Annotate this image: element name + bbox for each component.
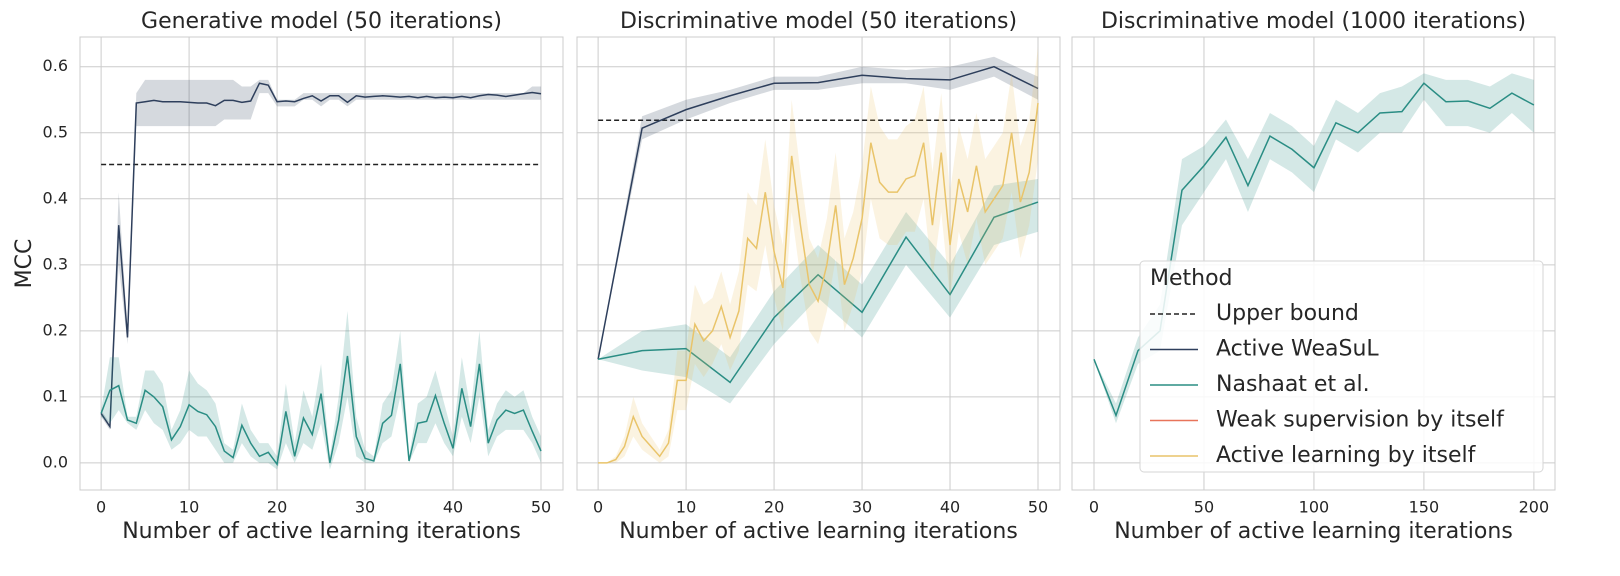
- x-tick-label: 20: [267, 498, 287, 517]
- panel: 0 50 100 150 200 Discriminative model (1000 i…: [1071, 9, 1556, 544]
- x-tick-label: 10: [179, 498, 199, 517]
- y-tick-label: 0.4: [43, 188, 68, 207]
- legend-label: Active learning by itself: [1216, 443, 1477, 468]
- legend-label: Nashaat et al.: [1216, 372, 1370, 397]
- legend-label: Upper bound: [1216, 301, 1359, 326]
- x-tick-label: 30: [852, 498, 872, 517]
- series-line: [597, 201, 1039, 384]
- confidence-band: [598, 178, 1039, 404]
- plot-frame: [1071, 36, 1556, 491]
- x-axis-label: Number of active learning iterations: [122, 519, 521, 544]
- panel: 0.0 0.1 0.2 0.3 0.4 0.5 0.6 0 10 20 30 40 50 Generati…: [12, 9, 564, 544]
- x-tick-label: 50: [1194, 498, 1214, 517]
- x-tick-label: 100: [1299, 498, 1330, 517]
- chart-title: Discriminative model (50 iterations): [620, 9, 1017, 34]
- x-tick-label: 50: [531, 498, 551, 517]
- legend-label: Weak supervision by itself: [1216, 408, 1505, 433]
- series-line: [100, 355, 542, 467]
- confidence-band: [101, 79, 542, 430]
- x-tick-label: 0: [593, 498, 603, 517]
- x-tick-label: 40: [443, 498, 463, 517]
- chart-title: Discriminative model (1000 iterations): [1101, 9, 1526, 34]
- series-line: [100, 82, 542, 429]
- confidence-band: [598, 46, 1039, 463]
- y-tick-label: 0.5: [43, 122, 68, 141]
- legend-label: Active WeaSuL: [1216, 337, 1379, 362]
- series-line: [598, 102, 1039, 464]
- x-tick-label: 10: [676, 498, 696, 517]
- x-axis-label: Number of active learning iterations: [619, 519, 1018, 544]
- y-axis-label: MCC: [12, 239, 37, 289]
- legend-title: Method: [1150, 266, 1233, 291]
- y-tick-label: 0.6: [43, 56, 68, 75]
- x-tick-label: 20: [764, 498, 784, 517]
- x-tick-label: 0: [96, 498, 106, 517]
- chart-title: Generative model (50 iterations): [141, 9, 502, 34]
- plot-frame: [79, 36, 564, 491]
- y-tick-label: 0.3: [43, 254, 68, 273]
- y-tick-label: 0.2: [43, 320, 68, 339]
- y-tick-label: 0.1: [43, 386, 68, 405]
- x-tick-label: 50: [1028, 498, 1048, 517]
- x-axis-label: Number of active learning iterations: [1114, 519, 1513, 544]
- x-tick-label: 30: [355, 498, 375, 517]
- legend-box: [1139, 260, 1544, 473]
- panel: 0 10 20 30 40 50 Discriminative model (50 iter…: [576, 9, 1061, 544]
- x-tick-label: 200: [1519, 498, 1550, 517]
- x-tick-label: 40: [940, 498, 960, 517]
- y-tick-label: 0.0: [43, 452, 68, 471]
- plot-frame: [576, 36, 1061, 491]
- x-tick-label: 150: [1409, 498, 1440, 517]
- series-line: [597, 65, 1039, 360]
- confidence-band: [101, 311, 542, 470]
- confidence-band: [1093, 73, 1534, 424]
- x-tick-label: 0: [1089, 498, 1099, 517]
